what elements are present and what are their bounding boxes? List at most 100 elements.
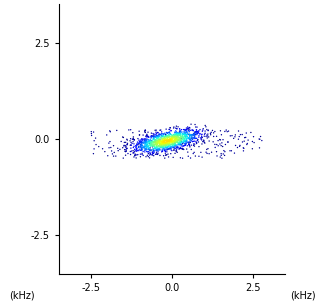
- Point: [163, 144, 168, 149]
- Point: [141, 145, 146, 150]
- Point: [180, 131, 185, 136]
- Point: [169, 140, 174, 144]
- Point: [164, 141, 169, 146]
- Point: [218, 137, 223, 142]
- Point: [146, 130, 151, 135]
- Point: [151, 140, 156, 144]
- Point: [182, 132, 187, 137]
- Point: [148, 139, 154, 144]
- Point: [146, 139, 151, 144]
- Point: [199, 142, 204, 146]
- Point: [191, 135, 196, 140]
- Point: [198, 150, 204, 155]
- Point: [161, 138, 166, 143]
- Point: [182, 130, 187, 135]
- Point: [178, 155, 183, 160]
- Point: [212, 129, 217, 134]
- Point: [172, 132, 177, 137]
- Point: [162, 140, 167, 144]
- Point: [180, 130, 185, 134]
- Point: [156, 134, 162, 139]
- Point: [140, 147, 145, 152]
- Point: [177, 132, 182, 137]
- Point: [172, 133, 177, 138]
- Point: [177, 126, 182, 131]
- Point: [121, 156, 126, 161]
- Point: [157, 143, 163, 147]
- Point: [178, 139, 183, 144]
- Point: [157, 138, 162, 143]
- Point: [172, 135, 177, 140]
- Point: [186, 140, 191, 145]
- Point: [167, 138, 172, 143]
- Point: [187, 144, 192, 149]
- Point: [123, 149, 128, 154]
- Point: [144, 140, 149, 145]
- Point: [176, 135, 181, 140]
- Point: [173, 126, 178, 130]
- Point: [219, 151, 224, 156]
- Point: [171, 145, 176, 150]
- Point: [166, 130, 172, 135]
- Point: [160, 144, 165, 149]
- Point: [179, 140, 184, 145]
- Point: [150, 143, 156, 148]
- Point: [178, 135, 183, 140]
- Point: [142, 128, 148, 133]
- Point: [136, 141, 141, 146]
- Point: [132, 141, 137, 146]
- Point: [173, 140, 179, 145]
- Point: [145, 133, 150, 138]
- Point: [203, 123, 208, 128]
- Point: [189, 127, 195, 132]
- Point: [156, 143, 161, 148]
- Point: [184, 138, 189, 143]
- Point: [171, 139, 176, 144]
- Point: [200, 155, 205, 159]
- Point: [111, 154, 116, 159]
- Point: [195, 137, 200, 142]
- Point: [196, 130, 201, 135]
- Point: [170, 136, 175, 141]
- Point: [154, 143, 159, 148]
- Point: [156, 146, 162, 151]
- Point: [200, 129, 205, 133]
- Point: [104, 133, 109, 137]
- Point: [162, 136, 167, 141]
- Point: [193, 140, 198, 144]
- Point: [144, 143, 149, 148]
- Point: [154, 133, 159, 138]
- Point: [164, 140, 169, 145]
- Point: [216, 138, 221, 143]
- Point: [189, 136, 194, 140]
- Point: [181, 143, 187, 148]
- Point: [130, 130, 135, 135]
- Point: [137, 132, 142, 137]
- Point: [179, 127, 184, 132]
- Point: [156, 140, 161, 145]
- Point: [176, 138, 181, 143]
- Point: [148, 140, 154, 144]
- Point: [182, 134, 187, 139]
- Point: [163, 153, 168, 158]
- Point: [138, 142, 143, 147]
- Point: [172, 151, 178, 156]
- Point: [160, 145, 165, 150]
- Point: [178, 137, 183, 142]
- Point: [91, 130, 96, 134]
- Point: [145, 140, 150, 145]
- Point: [186, 136, 191, 141]
- Point: [146, 143, 151, 148]
- Point: [149, 141, 154, 146]
- Point: [162, 134, 167, 139]
- Point: [133, 145, 139, 150]
- Point: [125, 138, 130, 143]
- Point: [205, 146, 211, 151]
- Point: [158, 142, 163, 146]
- Point: [147, 143, 152, 148]
- Point: [154, 137, 159, 141]
- Point: [183, 139, 188, 144]
- Point: [172, 134, 178, 139]
- Point: [194, 140, 199, 145]
- Point: [151, 136, 156, 140]
